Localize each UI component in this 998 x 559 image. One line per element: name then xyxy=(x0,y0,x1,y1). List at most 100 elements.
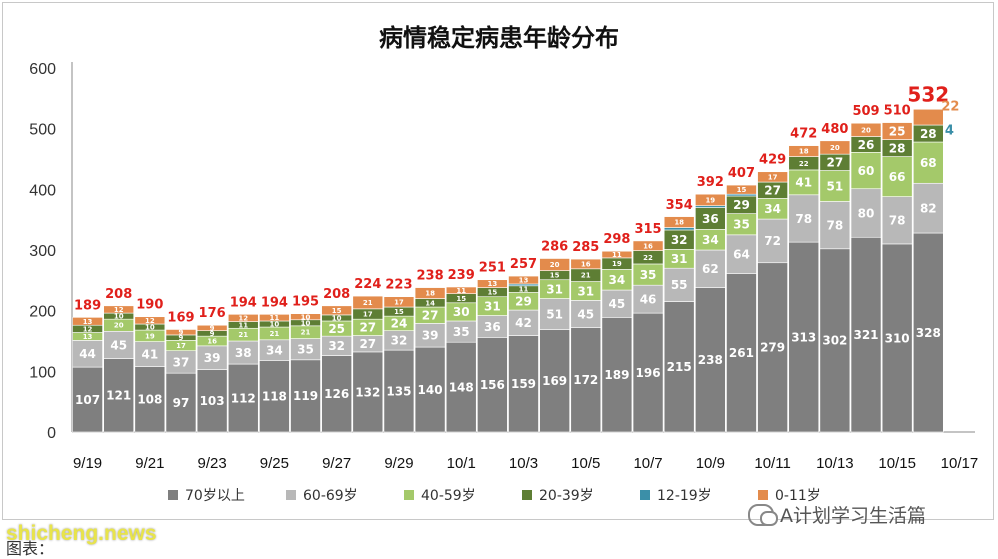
segment-label: 72 xyxy=(764,234,781,248)
bar-segment xyxy=(539,329,570,433)
bar-segment xyxy=(570,258,602,270)
segment-label: 29 xyxy=(515,295,532,309)
total-label: 286 xyxy=(541,239,568,254)
bar-segment xyxy=(601,317,633,433)
callout-12-19: 4 xyxy=(945,124,954,139)
segment-label: 107 xyxy=(75,393,100,407)
segment-label: 32 xyxy=(391,334,408,348)
segment-label: 20 xyxy=(550,261,560,269)
bar-segment xyxy=(477,337,508,433)
bar-segment xyxy=(445,341,477,433)
segment-label: 78 xyxy=(889,214,906,228)
y-tick-label: 300 xyxy=(29,243,56,260)
bar-segment xyxy=(383,349,415,433)
segment-label: 9 xyxy=(210,324,215,332)
segment-label: 126 xyxy=(324,387,349,401)
bar-segment xyxy=(663,216,695,228)
y-tick-label: 600 xyxy=(29,61,56,78)
bar-segment xyxy=(726,184,757,195)
segment-label: 140 xyxy=(418,383,443,397)
segment-label: 25 xyxy=(889,124,906,138)
segment-label: 135 xyxy=(386,384,411,398)
segment-label: 24 xyxy=(391,317,408,331)
segment-label: 78 xyxy=(795,212,812,226)
segment-label: 27 xyxy=(359,337,376,351)
total-label: 472 xyxy=(790,127,817,142)
segment-label: 34 xyxy=(702,233,719,247)
total-label: 285 xyxy=(572,240,599,255)
legend-label: 40-59岁 xyxy=(421,488,476,504)
legend-label: 20-39岁 xyxy=(539,488,594,504)
segment-label: 51 xyxy=(827,179,844,193)
bar-segment xyxy=(72,366,103,433)
total-label: 315 xyxy=(634,222,661,237)
legend-label: 12-19岁 xyxy=(657,488,712,504)
legend-swatch xyxy=(404,490,414,500)
wechat-icon xyxy=(748,503,778,526)
segment-label: 19 xyxy=(612,260,622,268)
segment-label: 22 xyxy=(643,254,653,262)
site-watermark: shicheng.news xyxy=(6,522,157,545)
legend-swatch xyxy=(640,490,650,500)
x-tick-label: 9/25 xyxy=(260,455,289,472)
segment-label: 29 xyxy=(733,198,750,212)
bar-segment xyxy=(290,313,321,321)
bar-segment xyxy=(632,284,664,314)
bars xyxy=(72,108,944,433)
segment-label: 35 xyxy=(640,268,657,282)
segment-label: 41 xyxy=(141,347,158,361)
bar-segment xyxy=(134,316,166,325)
segment-label: 10 xyxy=(270,321,280,329)
watermark-right-text: A计划学习生活篇 xyxy=(780,505,926,527)
bar-segment xyxy=(819,140,851,155)
segment-label: 25 xyxy=(328,322,345,336)
segment-label: 302 xyxy=(822,334,847,348)
segment-label: 215 xyxy=(667,360,692,374)
segment-label: 159 xyxy=(511,377,536,391)
segment-label: 20 xyxy=(830,144,840,152)
segment-label: 64 xyxy=(733,248,750,262)
bar-segment xyxy=(445,286,477,294)
x-tick-label: 10/15 xyxy=(878,455,916,472)
bar-segment xyxy=(912,108,944,126)
segment-label: 121 xyxy=(106,389,131,403)
segment-label: 51 xyxy=(546,307,563,321)
total-label: 194 xyxy=(261,295,288,310)
x-tick-label: 10/7 xyxy=(633,455,662,472)
segment-label: 27 xyxy=(359,321,376,335)
bar-segment xyxy=(632,312,664,433)
segment-label: 12 xyxy=(83,325,93,333)
x-tick-label: 10/13 xyxy=(816,455,854,472)
bar-segment xyxy=(912,141,944,184)
segment-label: 15 xyxy=(332,307,342,315)
bar-segment xyxy=(290,359,321,433)
segment-label: 132 xyxy=(355,385,380,399)
bar-segment xyxy=(850,236,882,433)
bar-segment xyxy=(165,329,197,336)
bar-segment xyxy=(508,335,539,433)
segment-label: 112 xyxy=(231,391,256,405)
bar-segment xyxy=(881,156,913,197)
bar-segment xyxy=(819,170,851,202)
bar-segment xyxy=(819,201,851,250)
segment-label: 39 xyxy=(204,351,221,365)
segment-label: 17 xyxy=(768,173,778,181)
x-tick-label: 9/19 xyxy=(73,455,102,472)
segment-label: 31 xyxy=(546,282,563,296)
segment-label: 10 xyxy=(114,313,124,321)
segment-label: 11 xyxy=(238,321,248,329)
segment-label: 148 xyxy=(449,380,474,394)
bar-segment xyxy=(850,122,882,137)
segment-label: 18 xyxy=(674,219,684,227)
total-label: 208 xyxy=(105,287,132,302)
segment-label: 15 xyxy=(550,272,560,280)
bar-segment xyxy=(414,346,446,433)
segment-label: 42 xyxy=(515,316,532,330)
total-label: 223 xyxy=(385,278,412,293)
segment-label: 108 xyxy=(137,393,162,407)
segment-label: 28 xyxy=(889,141,906,155)
total-label: 189 xyxy=(74,298,101,313)
bar-segment xyxy=(881,122,913,140)
x-tick-label: 9/27 xyxy=(322,455,351,472)
